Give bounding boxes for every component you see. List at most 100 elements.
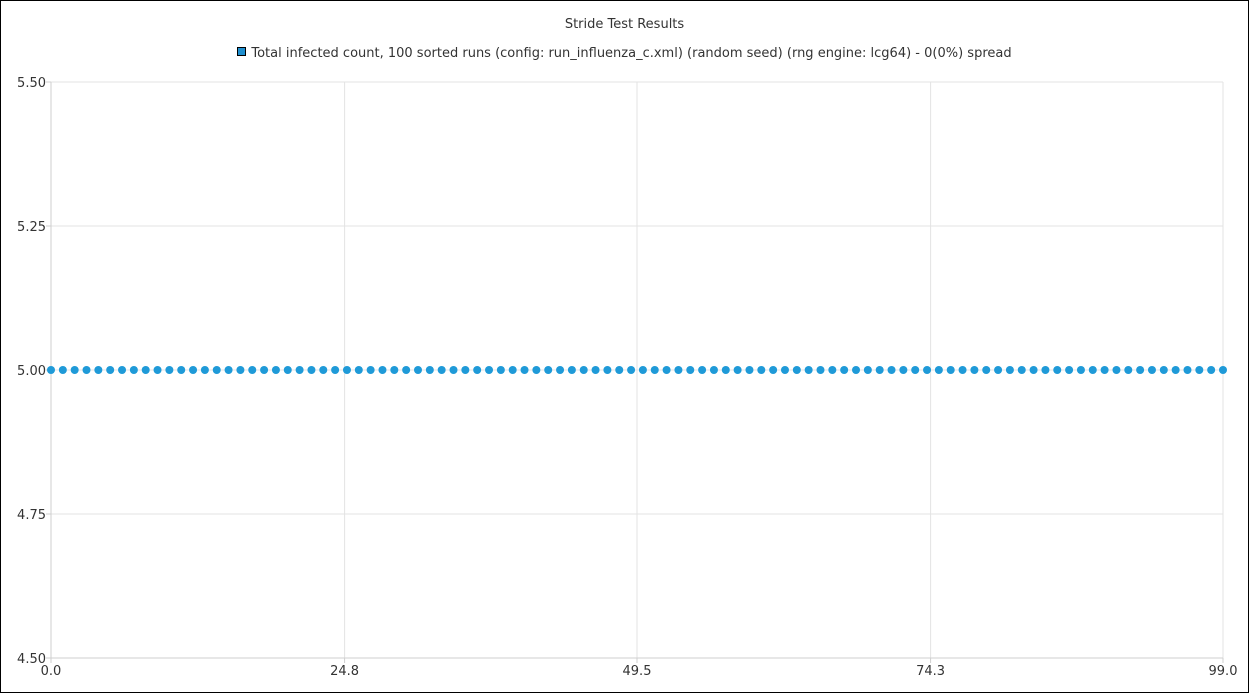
data-point[interactable] [106, 366, 115, 374]
data-point[interactable] [366, 366, 375, 374]
data-point[interactable] [816, 366, 825, 374]
data-point[interactable] [934, 366, 943, 374]
data-point[interactable] [283, 366, 292, 374]
data-point[interactable] [271, 366, 280, 374]
data-point[interactable] [1041, 366, 1050, 374]
data-point[interactable] [449, 366, 458, 374]
data-point[interactable] [804, 366, 813, 374]
data-point[interactable] [556, 366, 565, 374]
data-point[interactable] [153, 366, 162, 374]
data-point[interactable] [650, 366, 659, 374]
data-point[interactable] [887, 366, 896, 374]
data-point[interactable] [1017, 366, 1026, 374]
data-point[interactable] [615, 366, 624, 374]
data-point[interactable] [1147, 366, 1156, 374]
data-point[interactable] [1207, 366, 1216, 374]
data-point[interactable] [520, 366, 529, 374]
data-point[interactable] [1053, 366, 1062, 374]
data-point[interactable] [1124, 366, 1133, 374]
data-point[interactable] [686, 366, 695, 374]
data-point[interactable] [828, 366, 837, 374]
data-point[interactable] [260, 366, 269, 374]
data-point[interactable] [402, 366, 411, 374]
data-point[interactable] [378, 366, 387, 374]
data-point[interactable] [532, 366, 541, 374]
data-point[interactable] [923, 366, 932, 374]
data-point[interactable] [1088, 366, 1097, 374]
data-point[interactable] [437, 366, 446, 374]
data-point[interactable] [544, 366, 553, 374]
data-point[interactable] [1159, 366, 1168, 374]
data-point[interactable] [745, 366, 754, 374]
data-point[interactable] [461, 366, 470, 374]
data-point[interactable] [1195, 366, 1204, 374]
data-point[interactable] [1005, 366, 1014, 374]
data-point[interactable] [1029, 366, 1038, 374]
data-point[interactable] [212, 366, 221, 374]
data-point[interactable] [1219, 366, 1227, 374]
data-point[interactable] [733, 366, 742, 374]
data-point[interactable] [58, 366, 67, 374]
data-point[interactable] [875, 366, 884, 374]
data-point[interactable] [295, 366, 304, 374]
data-point[interactable] [852, 366, 861, 374]
data-point[interactable] [94, 366, 103, 374]
data-point[interactable] [567, 366, 576, 374]
data-point[interactable] [757, 366, 766, 374]
data-point[interactable] [899, 366, 908, 374]
data-point[interactable] [1136, 366, 1145, 374]
data-point[interactable] [1065, 366, 1074, 374]
data-point[interactable] [331, 366, 340, 374]
data-point[interactable] [982, 366, 991, 374]
data-point[interactable] [354, 366, 363, 374]
data-point[interactable] [591, 366, 600, 374]
data-point[interactable] [792, 366, 801, 374]
data-point[interactable] [200, 366, 209, 374]
data-point[interactable] [165, 366, 174, 374]
data-point[interactable] [709, 366, 718, 374]
data-point[interactable] [579, 366, 588, 374]
data-point[interactable] [307, 366, 316, 374]
data-point[interactable] [1183, 366, 1192, 374]
data-point[interactable] [224, 366, 233, 374]
data-point[interactable] [1100, 366, 1109, 374]
data-point[interactable] [319, 366, 328, 374]
data-point[interactable] [627, 366, 636, 374]
data-point[interactable] [780, 366, 789, 374]
data-point[interactable] [129, 366, 138, 374]
data-point[interactable] [674, 366, 683, 374]
legend[interactable]: Total infected count, 100 sorted runs (c… [0, 46, 1249, 61]
data-point[interactable] [485, 366, 494, 374]
data-point[interactable] [840, 366, 849, 374]
data-point[interactable] [662, 366, 671, 374]
data-point[interactable] [1171, 366, 1180, 374]
data-point[interactable] [473, 366, 482, 374]
data-point[interactable] [82, 366, 91, 374]
data-point[interactable] [342, 366, 351, 374]
data-point[interactable] [970, 366, 979, 374]
data-point[interactable] [508, 366, 517, 374]
data-point[interactable] [413, 366, 422, 374]
data-point[interactable] [698, 366, 707, 374]
data-point[interactable] [911, 366, 920, 374]
data-point[interactable] [141, 366, 150, 374]
data-point[interactable] [994, 366, 1003, 374]
data-point[interactable] [638, 366, 647, 374]
data-point[interactable] [496, 366, 505, 374]
data-point[interactable] [248, 366, 257, 374]
data-point[interactable] [1076, 366, 1085, 374]
data-point[interactable] [47, 366, 55, 374]
data-point[interactable] [425, 366, 434, 374]
data-point[interactable] [236, 366, 245, 374]
data-point[interactable] [721, 366, 730, 374]
data-point[interactable] [769, 366, 778, 374]
data-point[interactable] [390, 366, 399, 374]
data-point[interactable] [958, 366, 967, 374]
data-point[interactable] [1112, 366, 1121, 374]
data-point[interactable] [177, 366, 186, 374]
data-point[interactable] [70, 366, 79, 374]
data-point[interactable] [946, 366, 955, 374]
data-point[interactable] [189, 366, 198, 374]
data-point[interactable] [118, 366, 127, 374]
data-point[interactable] [603, 366, 612, 374]
